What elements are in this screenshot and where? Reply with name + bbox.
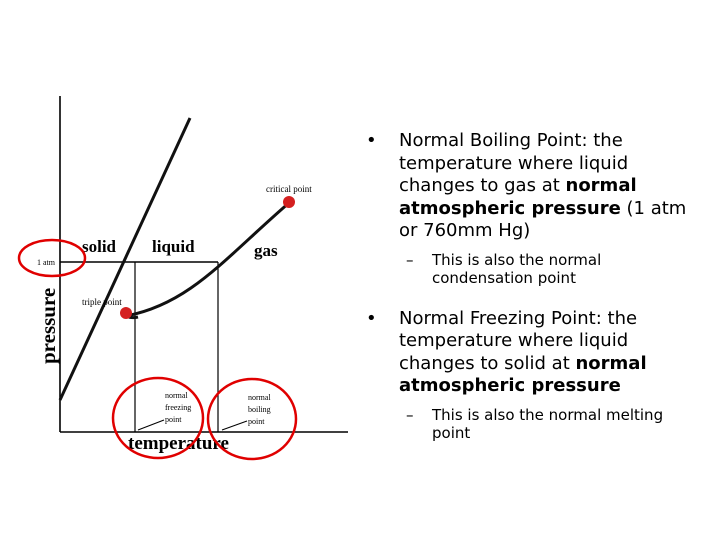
dash-icon: –	[406, 250, 414, 269]
one-atm-label: 1 atm	[37, 258, 56, 267]
sub-bullet-text: This is also the normal condensation poi…	[432, 250, 602, 288]
sub-bullet-text: This is also the normal melting point	[432, 405, 664, 443]
bullet-dot-icon: •	[366, 307, 377, 329]
boiling-point-label-line-1: normal	[248, 393, 271, 402]
critical-point-label: critical point	[266, 184, 312, 194]
boiling-point-bullet: • Normal Boiling Point: the temperature …	[366, 130, 706, 243]
one-atm-highlight	[17, 238, 87, 278]
phase-diagram: critical point triple point solid liquid…	[17, 96, 348, 461]
bullet-dot-icon: •	[366, 130, 377, 151]
region-label-gas: gas	[254, 241, 278, 260]
melting-sub-bullet: – This is also the normal melting point	[366, 406, 706, 443]
freezing-point-label-line-3: point	[165, 415, 182, 424]
condensation-sub-bullet: – This is also the normal condensation p…	[366, 251, 706, 288]
critical-point-marker	[283, 196, 295, 208]
dash-icon: –	[406, 405, 414, 424]
bullet-list: • Normal Boiling Point: the temperature …	[366, 130, 706, 443]
freezing-point-bullet: • Normal Freezing Point: the temperature…	[366, 308, 706, 398]
triple-point-label: triple point	[82, 297, 122, 307]
boiling-point-highlight	[206, 377, 298, 461]
boiling-point-label-line-3: point	[248, 417, 265, 426]
freezing-point-pointer	[137, 419, 165, 431]
pressure-axis-label: pressure	[36, 288, 60, 364]
triple-point-marker	[120, 307, 132, 319]
freezing-point-label-line-1: normal	[165, 391, 188, 400]
region-label-liquid: liquid	[152, 237, 195, 256]
bullet-text: Normal Boiling Point: the temperature wh…	[399, 130, 687, 241]
freezing-point-highlight	[111, 376, 205, 460]
region-label-solid: solid	[82, 237, 117, 256]
bullet-text: Normal Freezing Point: the temperature w…	[399, 307, 647, 397]
boiling-point-pointer	[221, 420, 248, 431]
solid-liquid-boundary	[58, 117, 192, 401]
temperature-axis-label: temperature	[128, 433, 229, 454]
boiling-point-label-line-2: boiling	[248, 405, 271, 414]
freezing-point-label-line-2: freezing	[165, 403, 191, 412]
liquid-gas-boundary	[125, 200, 291, 318]
